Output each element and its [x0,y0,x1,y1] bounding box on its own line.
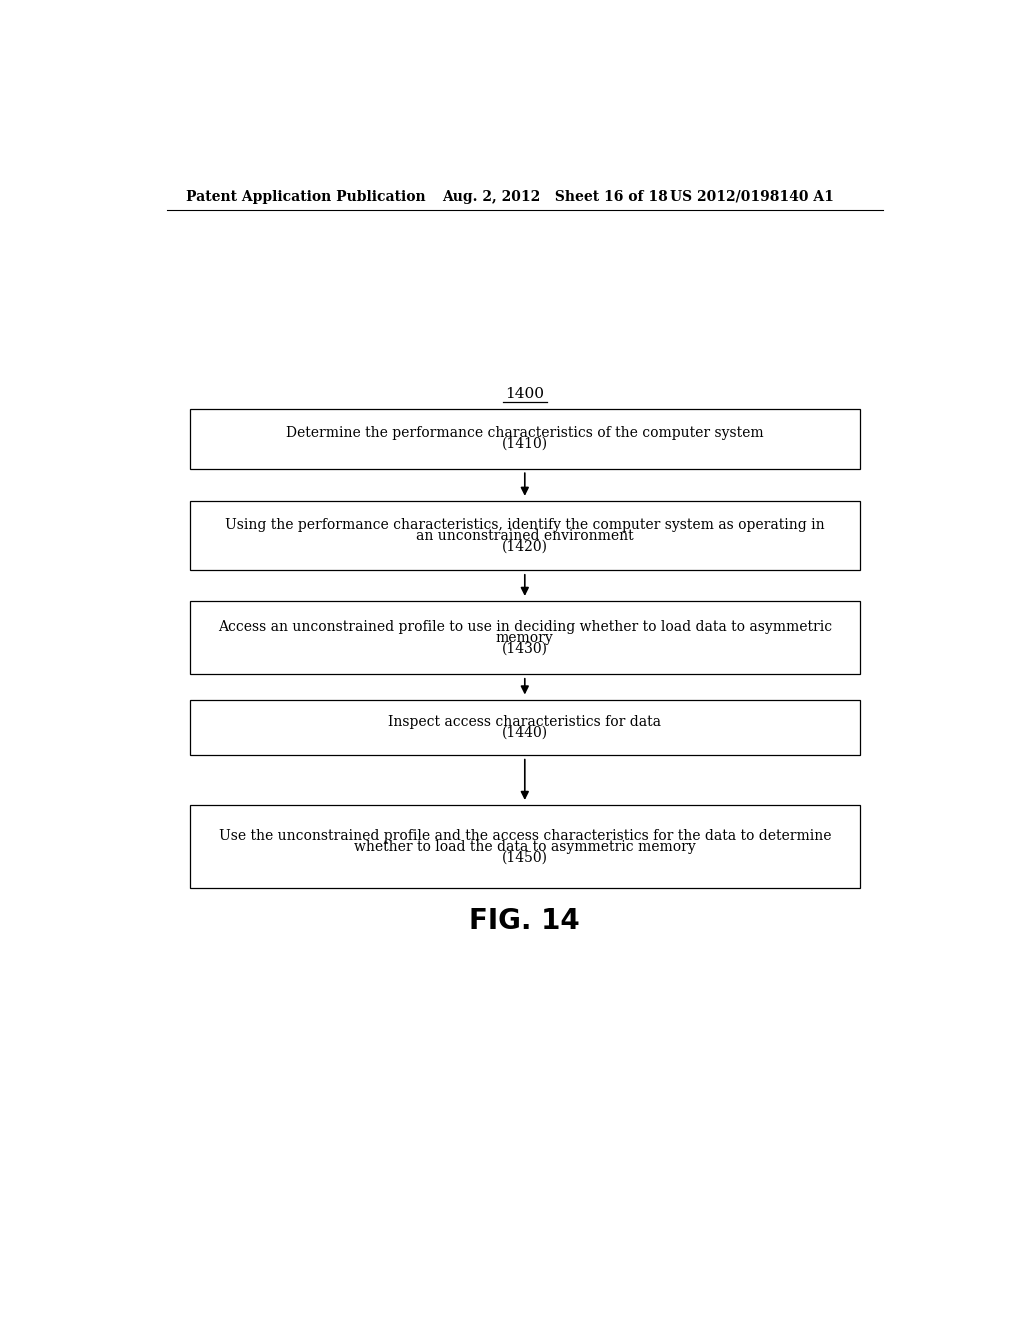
Bar [190,700,859,755]
Text: Patent Application Publication: Patent Application Publication [186,190,426,203]
Text: Using the performance characteristics, identify the computer system as operating: Using the performance characteristics, i… [225,517,824,532]
Text: memory: memory [496,631,554,644]
Text: Inspect access characteristics for data: Inspect access characteristics for data [388,715,662,729]
Text: FIG. 14: FIG. 14 [469,907,581,935]
Text: 1400: 1400 [505,387,545,401]
Text: (1420): (1420) [502,540,548,553]
Bar [190,805,859,888]
Text: Access an unconstrained profile to use in deciding whether to load data to asymm: Access an unconstrained profile to use i… [218,620,831,634]
Bar [190,601,859,675]
Bar [190,409,859,469]
Text: (1410): (1410) [502,437,548,451]
Text: (1430): (1430) [502,642,548,656]
Text: an unconstrained environment: an unconstrained environment [416,529,634,543]
Text: Determine the performance characteristics of the computer system: Determine the performance characteristic… [286,426,764,441]
Text: US 2012/0198140 A1: US 2012/0198140 A1 [671,190,835,203]
Text: Aug. 2, 2012   Sheet 16 of 18: Aug. 2, 2012 Sheet 16 of 18 [442,190,668,203]
Text: Use the unconstrained profile and the access characteristics for the data to det: Use the unconstrained profile and the ac… [218,829,831,843]
Text: (1440): (1440) [502,726,548,739]
Text: whether to load the data to asymmetric memory: whether to load the data to asymmetric m… [354,840,695,854]
Bar [190,502,859,570]
Text: (1450): (1450) [502,850,548,865]
